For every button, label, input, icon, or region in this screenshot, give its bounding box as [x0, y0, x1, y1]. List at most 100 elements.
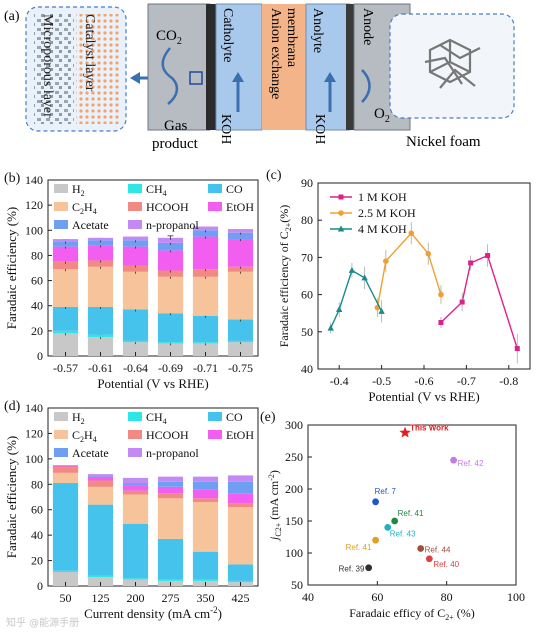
bar-segment — [122, 340, 149, 343]
data-point — [417, 545, 425, 552]
panel-letter: (c) — [266, 168, 282, 183]
bar-segment — [157, 343, 184, 356]
panel-d-chart: (d) 0 20 40 60 80 100 120 140 50 125 200 275 350 425 Cu… — [4, 399, 259, 621]
point-label: Ref. 39 — [339, 565, 365, 574]
point-label: Ref. 40 — [433, 560, 459, 569]
legend-swatch — [54, 412, 68, 421]
bar-segment — [122, 246, 149, 266]
catalyst-label: Catalyst layer — [82, 14, 97, 92]
bar-segment — [227, 481, 254, 494]
bar-segment — [122, 240, 149, 247]
bar-segment — [157, 493, 184, 499]
legend-swatch — [128, 202, 142, 211]
point-label: This Work — [410, 424, 449, 433]
legend-swatch — [54, 430, 68, 439]
legend-swatch — [128, 412, 142, 421]
bar-segment — [227, 266, 254, 272]
koh-label-an: KOH — [312, 114, 327, 144]
panel-letter: (b) — [4, 171, 21, 186]
point-label: Ref. 41 — [346, 543, 372, 552]
legend-swatch — [128, 430, 142, 439]
koh-label-cath: KOH — [218, 114, 233, 144]
bar-segment — [227, 342, 254, 356]
panel-letter: (d) — [4, 399, 21, 414]
bar-segment — [122, 490, 149, 495]
y-tick-label: 0 — [37, 579, 43, 593]
data-point — [384, 524, 392, 531]
legend-swatch — [54, 184, 68, 193]
bar-segment — [52, 269, 79, 307]
anode-mesh — [346, 4, 354, 130]
bar-segment — [192, 476, 219, 482]
data-point — [514, 346, 520, 352]
bar-segment — [122, 485, 149, 491]
legend-marker — [338, 194, 344, 200]
bar-segment — [157, 270, 184, 277]
anode-label: Anode — [360, 8, 375, 45]
bar-segment — [87, 334, 114, 338]
anolyte-label: Anolyte — [310, 8, 325, 53]
bar-segment — [192, 269, 219, 277]
legend-swatch — [128, 220, 142, 229]
bar-segment — [52, 330, 79, 334]
bar-segment — [122, 483, 149, 486]
bar-segment — [192, 276, 219, 316]
bar-segment — [87, 486, 114, 505]
legend-label: H2 — [72, 182, 85, 198]
point-label: Ref. 7 — [375, 487, 397, 496]
nickel-foam-icon — [424, 38, 481, 89]
y-tick-label: 150 — [285, 514, 303, 528]
x-tick-label: -0.61 — [88, 361, 113, 375]
cathode-gde — [206, 4, 216, 130]
axes-frame — [47, 407, 259, 587]
y-tick-label: 20 — [31, 324, 43, 338]
nickel-foam-label: Nickel foam — [406, 134, 481, 150]
bar-segment — [52, 306, 79, 331]
legend-label: 2.5 M KOH — [358, 206, 416, 220]
bar-segment — [87, 260, 114, 267]
y-axis-label: Faradaic efficiency of C2+(%) — [277, 205, 293, 348]
bar-segment — [87, 504, 114, 576]
y-tick-label: 90 — [301, 176, 313, 190]
cathode-plate — [147, 3, 211, 131]
bar-segment — [157, 498, 184, 539]
legend-label: HCOOH — [146, 200, 189, 214]
bar-segment — [157, 250, 184, 271]
x-tick-label: -0.6 — [415, 374, 434, 388]
axes-frame — [47, 179, 259, 357]
bar-segment — [52, 239, 79, 242]
bar-segment — [52, 483, 79, 571]
legend-label: n-propanol — [146, 218, 199, 232]
data-point — [459, 299, 465, 305]
bar-segment — [157, 242, 184, 251]
x-axis-label: Potential (V vs RHE) — [97, 376, 208, 391]
y-tick-label: 60 — [31, 503, 43, 517]
bar-segment — [122, 265, 149, 272]
bar-segment — [192, 502, 219, 552]
legend-swatch — [208, 430, 222, 439]
y-tick-label: 0 — [37, 349, 43, 363]
data-point — [391, 517, 399, 525]
bar-segment — [87, 475, 114, 477]
panel-a: (a) Microporous layer Catalyst layer CO2… — [4, 3, 515, 152]
bar-segment — [87, 476, 114, 481]
gas-product-label-2: product — [152, 136, 199, 152]
x-tick-label: -0.64 — [123, 361, 148, 375]
legend-swatch — [54, 220, 68, 229]
legend-marker — [338, 210, 344, 216]
x-axis-label: Potential (V vs RHE) — [368, 389, 479, 404]
bar-segment — [52, 261, 79, 270]
x-axis-label: Current density (mA cm-2) — [84, 605, 222, 621]
bar-segment — [192, 498, 219, 503]
x-axis-label: Faradaic efficy of C2+ (%) — [349, 606, 475, 622]
y-tick-label: 100 — [25, 223, 43, 237]
legend-label: C2H4 — [72, 428, 97, 444]
x-tick-label: -0.4 — [330, 374, 349, 388]
data-point — [372, 498, 379, 506]
bar-segment — [192, 481, 219, 490]
bar-segment — [192, 226, 219, 231]
bar-segment — [227, 340, 254, 343]
y-tick-label: 80 — [31, 477, 43, 491]
catholyte-label: Catholyte — [220, 8, 235, 62]
